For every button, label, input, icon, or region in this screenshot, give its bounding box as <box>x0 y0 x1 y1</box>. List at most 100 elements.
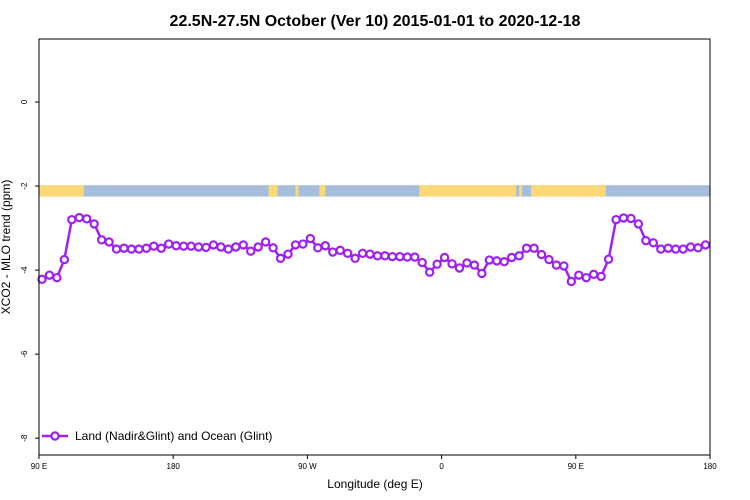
data-point <box>246 246 256 256</box>
data-point <box>111 244 122 254</box>
data-point <box>253 242 263 252</box>
data-point <box>238 240 248 250</box>
data-point <box>410 252 420 262</box>
data-point <box>313 243 323 253</box>
data-point <box>82 214 92 224</box>
data-point <box>365 249 375 259</box>
data-point <box>633 219 644 229</box>
data-point <box>506 252 517 263</box>
plot-frame <box>38 38 711 456</box>
data-point <box>536 249 547 260</box>
x-tick-label: 90 E <box>31 462 47 471</box>
y-tick-label: -6 <box>20 350 29 358</box>
data-point <box>59 254 70 265</box>
data-point <box>581 272 591 283</box>
data-point <box>700 240 711 250</box>
data-point <box>89 219 99 229</box>
data-point <box>208 240 219 250</box>
data-point <box>216 242 226 252</box>
land-segment-3 <box>319 185 326 197</box>
data-point <box>559 261 569 271</box>
data-point <box>119 243 129 253</box>
data-point <box>156 243 166 253</box>
legend: Land (Nadir&Glint) and Ocean (Glint) <box>42 429 272 443</box>
data-point <box>499 257 509 267</box>
data-point <box>283 249 293 259</box>
x-tick-label: 180 <box>167 462 181 471</box>
data-point <box>671 244 681 254</box>
data-point <box>96 235 107 245</box>
data-point <box>395 251 405 262</box>
x-tick-label: 0 <box>439 462 444 471</box>
data-point <box>685 242 696 252</box>
data-point <box>134 244 144 254</box>
x-tick-label: 180 <box>703 462 717 471</box>
legend-marker <box>50 431 60 441</box>
data-point <box>320 241 330 251</box>
data-point <box>439 252 450 263</box>
data-point <box>275 253 286 264</box>
x-tick-label: 90 W <box>298 462 317 471</box>
data-point <box>402 252 413 262</box>
data-point <box>104 237 114 247</box>
data-point <box>335 245 345 256</box>
data-point <box>350 253 360 264</box>
data-point <box>328 247 338 257</box>
data-point <box>588 269 599 280</box>
data-point <box>447 259 457 269</box>
data-point <box>290 240 301 250</box>
data-point <box>656 244 666 254</box>
data-point <box>678 244 688 254</box>
data-point <box>141 243 152 253</box>
data-point <box>37 274 47 285</box>
land-ocean-strip <box>39 185 710 197</box>
data-point <box>574 270 584 280</box>
land-segment-0 <box>39 185 84 197</box>
data-point <box>417 257 427 268</box>
data-point <box>74 212 84 223</box>
y-tick-label: -8 <box>20 434 29 442</box>
data-point <box>380 251 390 261</box>
land-segment-2 <box>295 185 299 197</box>
data-point <box>223 244 234 254</box>
data-point <box>201 242 211 253</box>
data-point <box>693 243 703 253</box>
data-point <box>432 259 442 269</box>
data-point <box>164 239 174 249</box>
x-tick-label: 90 E <box>568 462 584 471</box>
data-point <box>469 260 480 270</box>
data-point <box>454 263 465 273</box>
data-point <box>626 213 636 224</box>
data-point <box>663 243 673 253</box>
data-point <box>544 254 554 265</box>
ocean-strip <box>39 185 710 197</box>
data-point <box>648 238 659 248</box>
data-point <box>186 241 196 251</box>
data-point <box>477 268 487 279</box>
data-point <box>260 237 271 247</box>
data-point <box>126 244 137 254</box>
data-point <box>551 260 562 270</box>
data-point <box>298 239 308 249</box>
data-point <box>618 213 629 223</box>
data-point <box>171 241 181 251</box>
data-point <box>372 251 383 261</box>
data-point <box>521 243 532 253</box>
series-layer <box>37 212 711 287</box>
y-axis-label: XCO2 - MLO trend (ppm) <box>0 180 13 315</box>
data-point <box>342 248 353 259</box>
land-segment-4 <box>419 185 517 197</box>
data-point <box>603 254 614 264</box>
y-tick-label: -4 <box>20 266 29 274</box>
data-point <box>305 233 316 244</box>
x-axis: 90 E 180 90 W 0 90 E 180 <box>31 455 717 471</box>
data-point <box>514 251 524 261</box>
data-point <box>566 276 577 287</box>
data-point <box>178 241 189 251</box>
data-point <box>484 255 495 265</box>
data-point <box>149 241 159 251</box>
data-point <box>596 271 606 282</box>
data-point <box>268 243 278 253</box>
land-segment-5 <box>519 185 523 197</box>
